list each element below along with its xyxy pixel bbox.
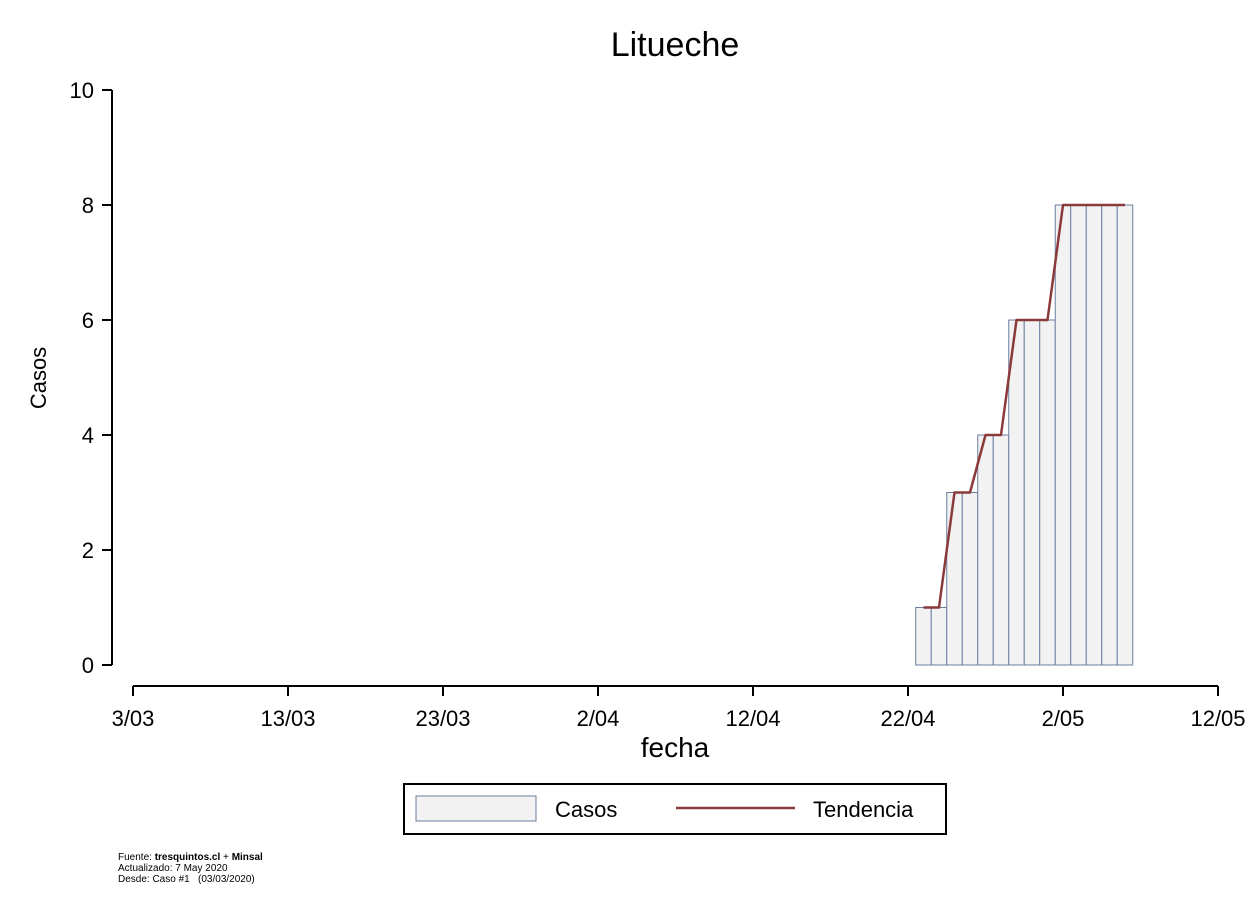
bar bbox=[1101, 204, 1118, 666]
x-tick-label: 22/04 bbox=[880, 706, 935, 731]
x-tick-label: 3/03 bbox=[112, 706, 155, 731]
bar bbox=[961, 492, 979, 666]
x-tick-label: 2/05 bbox=[1042, 706, 1085, 731]
bar bbox=[1023, 319, 1041, 666]
bar bbox=[1070, 204, 1087, 666]
y-tick-label: 0 bbox=[82, 653, 94, 678]
y-tick-label: 8 bbox=[82, 193, 94, 218]
footer-source-join: + bbox=[220, 852, 232, 863]
y-tick-label: 6 bbox=[82, 308, 94, 333]
bar bbox=[1054, 204, 1072, 666]
bar bbox=[977, 434, 994, 666]
legend-casos-label: Casos bbox=[555, 797, 617, 822]
trend-line bbox=[923, 203, 1125, 609]
bar-series bbox=[915, 204, 1134, 666]
trend-series bbox=[923, 203, 1125, 609]
bar bbox=[930, 607, 948, 666]
x-tick-label: 2/04 bbox=[577, 706, 620, 731]
legend-casos-swatch bbox=[415, 795, 537, 822]
x-axis-label: fecha bbox=[641, 732, 710, 763]
y-tick-label: 10 bbox=[70, 78, 94, 103]
footer-source-minsal: Minsal bbox=[231, 852, 263, 863]
footer-updated: Actualizado: 7 May 2020 bbox=[118, 863, 228, 874]
y-axis-label: Casos bbox=[26, 347, 51, 409]
footer-since: Desde: Caso #1 (03/03/2020) bbox=[118, 874, 255, 885]
bar bbox=[1008, 319, 1025, 666]
x-tick-label: 23/03 bbox=[415, 706, 470, 731]
x-tick-label: 12/05 bbox=[1190, 706, 1245, 731]
x-axis: 3/03 13/03 23/03 2/04 12/04 22/04 2/05 12/05 bbox=[112, 685, 1246, 731]
x-tick-label: 13/03 bbox=[260, 706, 315, 731]
footer-source-prefix: Fuente: bbox=[118, 852, 155, 863]
chart-footer: Fuente: tresquintos.cl + Minsal Actualiz… bbox=[118, 852, 263, 885]
x-tick-label: 12/04 bbox=[725, 706, 780, 731]
bar bbox=[992, 434, 1010, 666]
bar bbox=[1085, 204, 1103, 666]
y-tick-label: 4 bbox=[82, 423, 94, 448]
footer-source-line: Fuente: tresquintos.cl + Minsal bbox=[118, 852, 263, 863]
bar bbox=[1116, 204, 1134, 666]
legend: Casos Tendencia bbox=[403, 783, 947, 835]
bar bbox=[946, 492, 963, 666]
y-tick-label: 2 bbox=[82, 538, 94, 563]
footer-source-site: tresquintos.cl bbox=[154, 852, 221, 863]
legend-tendencia-label: Tendencia bbox=[813, 797, 914, 822]
y-axis: 0 2 4 6 8 10 bbox=[70, 78, 113, 678]
bar bbox=[915, 607, 932, 666]
chart-title: Litueche bbox=[611, 26, 740, 64]
bar bbox=[1039, 319, 1056, 666]
